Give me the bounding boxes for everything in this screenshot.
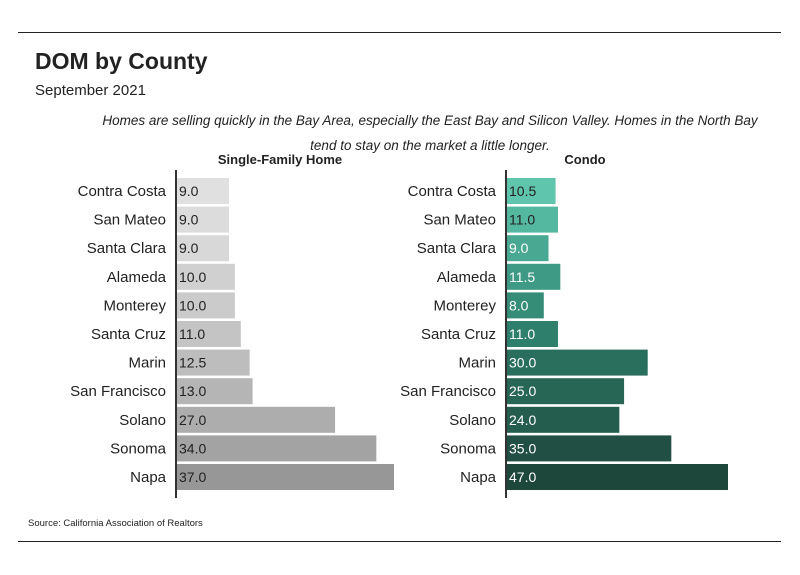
sfh-category-label: San Francisco <box>70 383 166 400</box>
condo-category-label: San Mateo <box>423 212 496 229</box>
condo-value-label: 9.0 <box>509 240 529 256</box>
sfh-category-label: Santa Clara <box>87 240 167 257</box>
top-rule <box>18 32 781 33</box>
sfh-value-label: 11.0 <box>179 326 205 342</box>
sfh-bar <box>176 292 235 319</box>
sfh-category-label: Contra Costa <box>78 183 167 200</box>
condo-value-label: 8.0 <box>509 297 529 313</box>
sfh-bar <box>176 349 250 376</box>
sfh-category-label: Marin <box>128 355 166 372</box>
condo-bar <box>506 206 558 233</box>
condo-value-label: 25.0 <box>509 383 536 399</box>
sfh-category-label: Monterey <box>103 297 166 314</box>
condo-category-label: Marin <box>458 355 496 372</box>
sfh-category-label: Napa <box>130 469 167 486</box>
condo-bar <box>506 406 620 433</box>
sfh-panel-title: Single-Family Home <box>218 152 342 167</box>
condo-category-label: San Francisco <box>400 383 496 400</box>
condo-category-label: Alameda <box>437 269 497 286</box>
sfh-category-label: Sonoma <box>110 440 167 457</box>
sfh-bar <box>176 435 377 462</box>
condo-value-label: 35.0 <box>509 440 536 456</box>
condo-bar <box>506 263 561 290</box>
condo-category-label: Monterey <box>433 297 496 314</box>
sfh-value-label: 9.0 <box>179 212 199 228</box>
sfh-category-label: Santa Cruz <box>91 326 166 343</box>
bottom-rule <box>18 541 781 542</box>
chart-description: Homes are selling quickly in the Bay Are… <box>102 113 758 153</box>
sfh-bar <box>176 378 253 405</box>
sfh-value-label: 13.0 <box>179 383 206 399</box>
condo-category-label: Napa <box>460 469 497 486</box>
sfh-bar <box>176 263 235 290</box>
condo-panel-title: Condo <box>564 152 605 167</box>
sfh-value-label: 34.0 <box>179 440 206 456</box>
sfh-bar <box>176 235 230 262</box>
sfh-bar <box>176 321 241 347</box>
sfh-bar <box>176 464 394 490</box>
condo-value-label: 11.0 <box>509 326 535 342</box>
sfh-value-label: 37.0 <box>179 469 206 485</box>
source-note: Source: California Association of Realto… <box>28 518 203 529</box>
condo-value-label: 30.0 <box>509 355 536 371</box>
condo-bar <box>506 435 672 462</box>
condo-bar <box>506 321 558 347</box>
condo-category-label: Contra Costa <box>408 183 497 200</box>
chart-subtitle: September 2021 <box>35 82 146 99</box>
condo-bar <box>506 349 648 376</box>
sfh-value-label: 9.0 <box>179 240 199 256</box>
condo-bar <box>506 378 625 405</box>
condo-value-label: 11.5 <box>509 269 535 285</box>
sfh-value-label: 10.0 <box>179 297 206 313</box>
sfh-bar <box>176 206 230 233</box>
condo-category-label: Santa Clara <box>417 240 497 257</box>
condo-value-label: 11.0 <box>509 212 535 228</box>
sfh-bar <box>176 178 230 204</box>
condo-category-label: Solano <box>449 412 496 429</box>
sfh-bar <box>176 406 336 433</box>
sfh-category-label: Alameda <box>107 269 167 286</box>
chart-title: DOM by County <box>35 48 208 74</box>
sfh-value-label: 9.0 <box>179 183 199 199</box>
condo-value-label: 47.0 <box>509 469 536 485</box>
condo-value-label: 10.5 <box>509 183 536 199</box>
sfh-value-label: 27.0 <box>179 412 206 428</box>
condo-bar <box>506 235 549 262</box>
condo-bar <box>506 292 544 319</box>
condo-category-label: Sonoma <box>440 440 497 457</box>
condo-bar <box>506 178 556 204</box>
sfh-value-label: 12.5 <box>179 355 206 371</box>
sfh-value-label: 10.0 <box>179 269 206 285</box>
condo-value-label: 24.0 <box>509 412 536 428</box>
sfh-category-label: Solano <box>119 412 166 429</box>
condo-category-label: Santa Cruz <box>421 326 496 343</box>
condo-bar <box>506 464 728 490</box>
sfh-category-label: San Mateo <box>93 212 166 229</box>
